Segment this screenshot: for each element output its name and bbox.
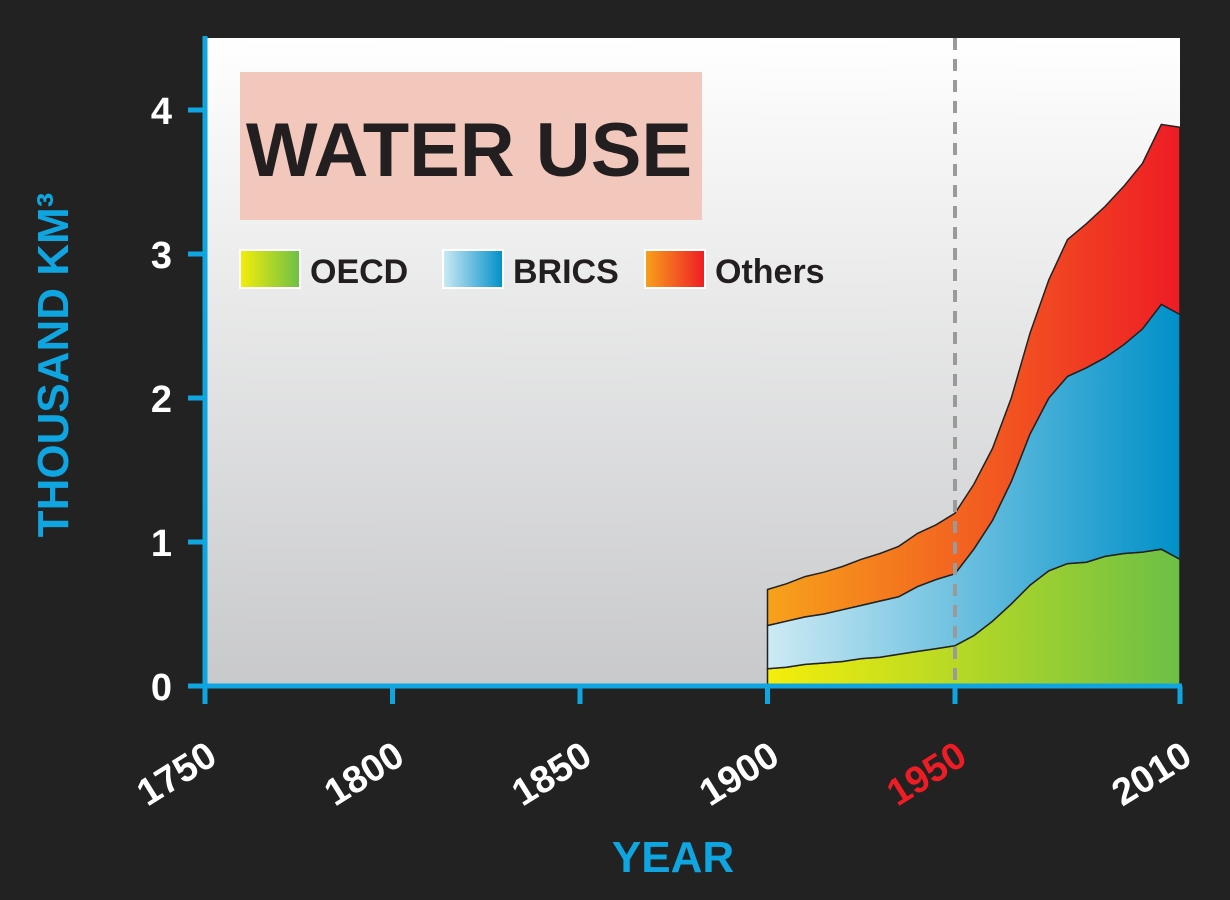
y-tick-label: 2	[151, 379, 172, 421]
x-tick-label: 1950	[880, 734, 974, 814]
x-tick-label: 2010	[1105, 734, 1199, 814]
legend-label-others: Others	[715, 253, 825, 291]
chart-title: WATER USE	[246, 108, 692, 193]
y-tick-label: 1	[151, 523, 172, 565]
legend: OECD BRICS Others	[239, 249, 825, 291]
area-others	[766, 123, 1181, 627]
x-tick-label: 1800	[317, 734, 411, 814]
legend-label-brics: BRICS	[513, 253, 619, 291]
x-tick-label: 1850	[505, 734, 599, 814]
y-tick-label: 4	[151, 91, 172, 133]
title-box	[240, 72, 702, 220]
y-axis-ticks: 0 1 2 3 4	[151, 91, 205, 709]
y-tick-label: 0	[151, 667, 172, 709]
x-tick-label: 1900	[692, 734, 786, 814]
legend-swatch-others	[644, 249, 706, 289]
legend-swatch-oecd	[239, 249, 301, 289]
y-tick-label: 3	[151, 235, 172, 277]
legend-label-oecd: OECD	[310, 253, 408, 291]
x-axis-ticks: 1750 1800 1850 1900 1950 2010	[130, 686, 1199, 815]
legend-swatch-brics	[442, 249, 504, 289]
x-tick-label: 1750	[130, 734, 224, 814]
x-axis-title: YEAR	[612, 833, 734, 882]
y-axis-title: THOUSAND KM³	[29, 193, 78, 538]
